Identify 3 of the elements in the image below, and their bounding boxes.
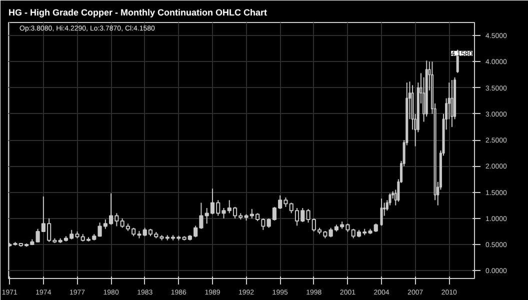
candlestick — [380, 198, 383, 226]
chart-title: HG - High Grade Copper - Monthly Continuation OHLC Chart — [8, 8, 267, 18]
candlestick — [450, 79, 454, 128]
